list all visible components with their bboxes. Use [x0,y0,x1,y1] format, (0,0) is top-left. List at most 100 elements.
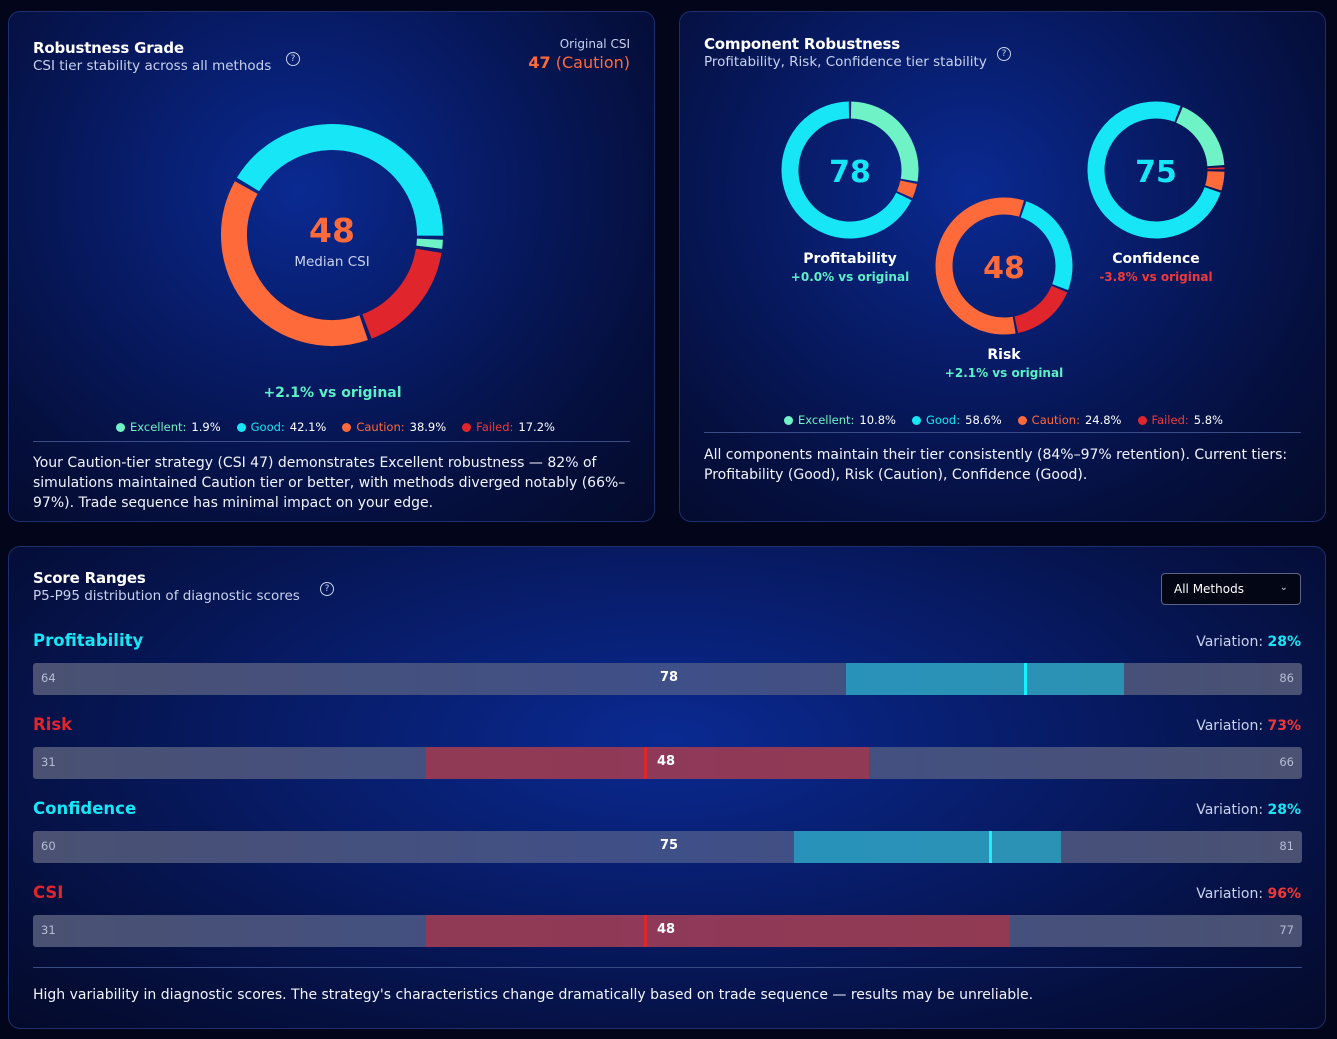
grade-legend: Excellent: 1.9% Good: 42.1% Caution: 38.… [116,420,555,434]
original-csi-tier: (Caution) [555,53,630,72]
caution-dot [1017,415,1027,425]
divider [33,441,630,442]
range-band [426,915,1010,947]
range-median: 48 [657,922,676,937]
score-ranges-card: Score Ranges P5-P95 distribution of diag… [8,546,1326,1029]
card-subtitle: CSI tier stability across all methods [33,58,272,74]
original-csi-value: 47 (Caution) [528,53,630,72]
variation-2: Variation: 28% [1196,802,1301,818]
legend-failed: Failed: 5.8% [1137,413,1223,427]
profitability-value: 78 [829,155,871,190]
good-dot [911,415,921,425]
legend-good: Good: 42.1% [236,420,327,434]
donut-segment-caution [1205,171,1225,191]
component-robustness-card: Component Robustness Profitability, Risk… [679,11,1326,522]
donut-segment-excellent [850,101,919,182]
caution-dot [342,422,352,432]
variation-label: Variation: [1196,802,1264,818]
range-min: 31 [41,923,56,937]
range-label-3: CSI [33,883,64,902]
excellent-dot [784,415,793,425]
range-max: 81 [1279,839,1294,853]
divider [704,432,1301,433]
chevron-down-icon: ⌄ [1279,582,1288,593]
legend-value: 42.1% [289,420,327,434]
variation-value: 28% [1267,634,1301,650]
donut-segment-excellent [416,238,443,249]
variation-1: Variation: 73% [1196,718,1301,734]
median-csi-value: 48 [309,211,355,250]
profitability-donut: 78 [781,101,919,239]
donut-segment-failed [361,248,442,339]
original-csi-label: Original CSI [559,37,630,51]
range-label-0: Profitability [33,631,144,650]
range-max: 86 [1279,671,1294,685]
robustness-grade-card: Robustness Grade CSI tier stability acro… [8,11,655,522]
card-subtitle: Profitability, Risk, Confidence tier sta… [704,54,987,70]
card-subtitle: P5-P95 distribution of diagnostic scores [33,588,300,604]
legend-label: Caution: [356,420,405,434]
range-band [426,747,869,779]
range-bar-0: 64 78 86 [33,663,1302,695]
legend-label: Excellent: [798,413,855,427]
range-min: 64 [41,671,56,685]
card-title: Component Robustness [704,35,900,53]
legend-excellent: Excellent: 1.9% [116,420,221,434]
help-icon[interactable]: ? [997,47,1011,61]
methods-dropdown[interactable]: All Methods ⌄ [1161,573,1301,605]
range-min: 60 [41,839,56,853]
legend-label: Excellent: [130,420,187,434]
legend-value: 58.6% [965,413,1002,427]
legend-caution: Caution: 24.8% [1017,413,1122,427]
legend-good: Good: 58.6% [911,413,1002,427]
risk-label: Risk [987,347,1021,363]
legend-label: Caution: [1031,413,1080,427]
grade-delta: +2.1% vs original [263,385,402,401]
components-summary: All components maintain their tier consi… [704,447,1288,483]
card-title: Score Ranges [33,569,146,587]
legend-label: Good: [250,420,285,434]
median-csi-label: Median CSI [294,254,369,270]
legend-caution: Caution: 38.9% [342,420,446,434]
legend-failed: Failed: 17.2% [462,420,555,434]
legend-excellent: Excellent: 10.8% [784,413,896,427]
legend-label: Failed: [1151,413,1189,427]
range-bar-3: 31 48 77 [33,915,1302,947]
variation-0: Variation: 28% [1196,634,1301,650]
donut-segment-good [1020,201,1073,291]
help-icon[interactable]: ? [320,582,334,596]
good-dot [236,422,246,432]
risk-value: 48 [983,251,1025,286]
legend-value: 10.8% [859,413,896,427]
range-marker [644,747,647,779]
divider [33,967,1302,968]
donut-segment-caution [896,180,918,199]
range-band [846,663,1124,695]
range-max: 77 [1279,923,1294,937]
help-icon[interactable]: ? [286,52,300,66]
range-median: 48 [657,754,676,769]
original-csi: Original CSI 47 (Caution) [528,37,630,72]
excellent-dot [116,422,125,432]
card-title: Robustness Grade [33,39,184,57]
failed-dot [462,422,472,432]
variation-value: 73% [1267,718,1301,734]
legend-value: 38.9% [409,420,447,434]
legend-label: Good: [925,413,961,427]
variation-3: Variation: 96% [1196,886,1301,902]
range-median: 75 [660,838,679,853]
range-min: 31 [41,755,56,769]
variation-label: Variation: [1196,886,1264,902]
grade-summary: Your Caution-tier strategy (CSI 47) demo… [33,455,626,511]
donut-segment-excellent [1175,106,1225,167]
range-band [794,831,1061,863]
range-marker [1024,663,1027,695]
variation-value: 96% [1267,886,1301,902]
range-label-2: Confidence [33,799,137,818]
variation-label: Variation: [1196,718,1264,734]
range-median: 78 [660,670,679,685]
dropdown-value: All Methods [1174,582,1244,596]
variation-value: 28% [1267,802,1301,818]
legend-value: 17.2% [518,420,555,434]
original-csi-number: 47 [528,53,551,72]
